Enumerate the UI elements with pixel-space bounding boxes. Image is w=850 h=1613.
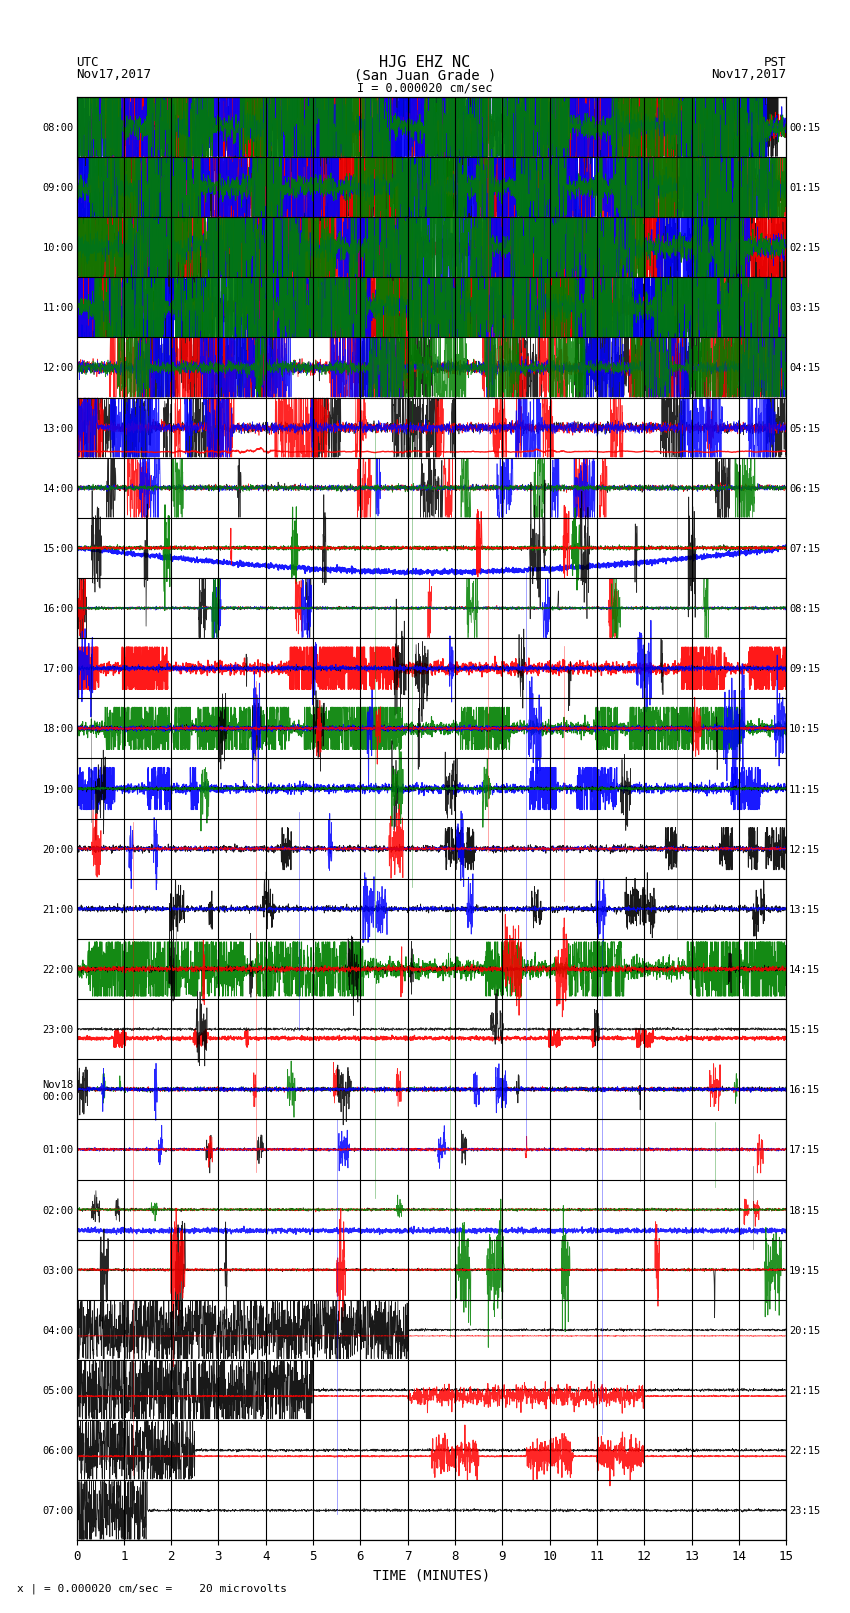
Text: I = 0.000020 cm/sec: I = 0.000020 cm/sec — [357, 81, 493, 94]
Text: PST: PST — [764, 56, 786, 69]
Text: Nov17,2017: Nov17,2017 — [711, 68, 786, 82]
Text: Nov17,2017: Nov17,2017 — [76, 68, 151, 82]
Text: UTC: UTC — [76, 56, 99, 69]
Text: HJG EHZ NC: HJG EHZ NC — [379, 55, 471, 71]
Text: (San Juan Grade ): (San Juan Grade ) — [354, 68, 496, 82]
X-axis label: TIME (MINUTES): TIME (MINUTES) — [373, 1569, 490, 1582]
Text: x | = 0.000020 cm/sec =    20 microvolts: x | = 0.000020 cm/sec = 20 microvolts — [17, 1582, 287, 1594]
